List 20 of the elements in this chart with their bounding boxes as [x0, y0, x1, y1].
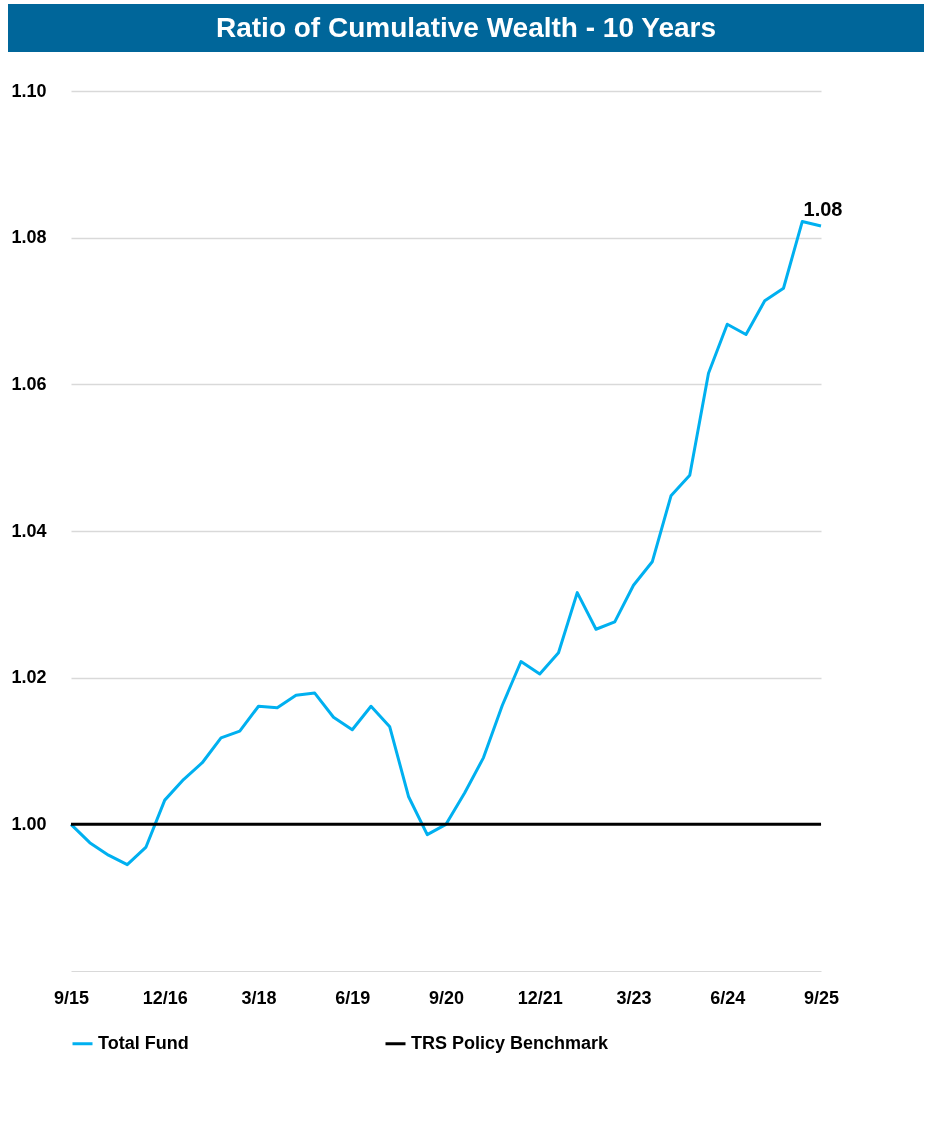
x-tick-label: 12/21 [517, 987, 563, 1008]
y-tick-label: 1.08 [11, 227, 47, 248]
legend-label: Total Fund [98, 1032, 189, 1053]
line-series [69, 220, 823, 867]
data-label: 1.08 [803, 197, 843, 220]
x-tick-label: 9/20 [428, 987, 465, 1008]
x-tick-label: 6/24 [710, 987, 746, 1008]
y-tick-label: 1.04 [11, 520, 47, 541]
x-tick-label: 9/15 [53, 987, 90, 1008]
y-tick-label: 1.10 [11, 80, 47, 101]
x-tick-label: 9/25 [803, 987, 840, 1008]
y-tick-label: 1.06 [11, 373, 47, 394]
legend-label: TRS Policy Benchmark [411, 1032, 610, 1053]
y-tick-label: 1.02 [11, 667, 47, 688]
y-tick-label: 1.00 [11, 813, 47, 834]
x-tick-label: 3/18 [241, 987, 277, 1008]
chart-title: Ratio of Cumulative Wealth - 10 Years [8, 4, 924, 52]
x-tick-label: 12/16 [142, 987, 188, 1008]
x-tick-label: 6/19 [335, 987, 371, 1008]
x-tick-label: 3/23 [616, 987, 652, 1008]
